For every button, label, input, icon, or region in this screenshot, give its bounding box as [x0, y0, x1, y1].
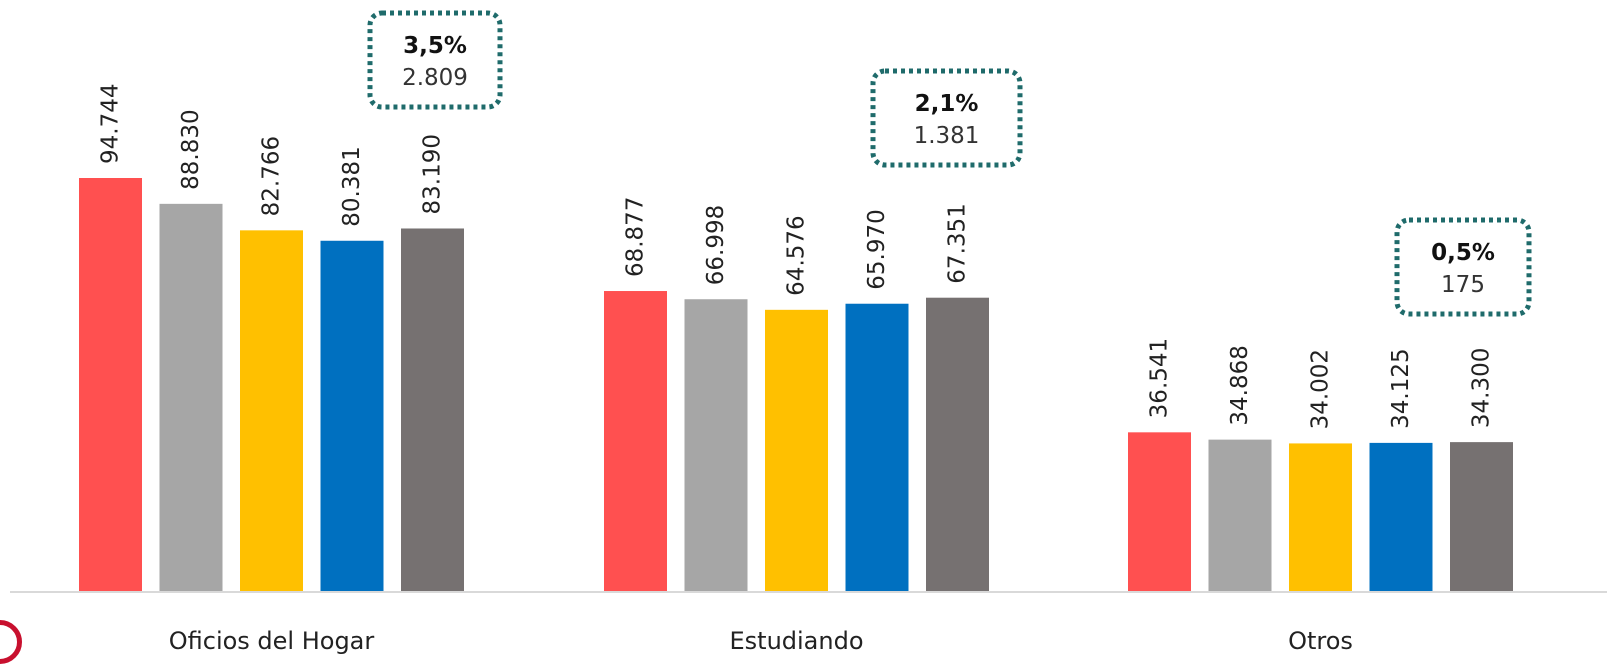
bar-1-1	[79, 178, 142, 592]
value-label-3-3: 34.002	[1308, 349, 1334, 429]
category-labels-layer: Oficios del Hogar Estudiando Otros	[169, 627, 1353, 655]
value-label-3-4: 34.125	[1388, 348, 1414, 428]
value-label-3-5: 34.300	[1469, 348, 1495, 428]
value-label-3-1: 36.541	[1147, 338, 1173, 418]
bar-3-3	[1289, 443, 1352, 592]
value-label-2-1: 68.877	[623, 197, 649, 277]
bar-3-2	[1208, 439, 1272, 592]
callout-percent-2: 2,1%	[915, 91, 979, 117]
bars-layer	[79, 178, 1513, 592]
value-label-1-4: 80.381	[339, 146, 365, 226]
category-label-3: Otros	[1288, 627, 1353, 655]
callout-box-3	[1394, 217, 1532, 317]
bar-1-5	[401, 228, 464, 592]
bar-2-1	[604, 291, 667, 592]
callout-percent-1: 3,5%	[403, 33, 467, 59]
value-label-2-4: 65.970	[864, 209, 890, 289]
value-label-2-5: 67.351	[945, 203, 971, 283]
value-label-1-2: 88.830	[178, 109, 204, 189]
callouts-layer: 3,5% 2.809 2,1% 1.381 0,5% 175	[367, 10, 1532, 317]
value-label-1-1: 94.744	[98, 84, 124, 164]
bar-1-2	[159, 203, 223, 592]
bar-3-5	[1450, 442, 1513, 592]
callout-value-1: 2.809	[402, 65, 468, 91]
category-label-1: Oficios del Hogar	[169, 627, 375, 655]
callout-percent-3: 0,5%	[1431, 240, 1495, 266]
value-label-2-2: 66.998	[703, 205, 729, 285]
callout-box-1	[367, 10, 503, 110]
bar-2-5	[926, 297, 989, 592]
callout-box-2	[870, 68, 1023, 168]
value-labels-layer: 94.744 88.830 82.766 80.381 83.190 68.877 66.9…	[98, 84, 1495, 430]
callout-value-3: 175	[1441, 272, 1485, 298]
value-label-1-3: 82.766	[259, 136, 285, 216]
bar-2-2	[684, 299, 748, 592]
category-label-2: Estudiando	[729, 627, 863, 655]
bar-3-1	[1128, 432, 1191, 592]
callout-value-2: 1.381	[914, 123, 980, 149]
value-label-2-3: 64.576	[784, 215, 810, 295]
bar-3-4	[1369, 442, 1433, 592]
bar-1-4	[320, 240, 384, 592]
value-label-1-5: 83.190	[420, 134, 446, 214]
callout-1: 3,5% 2.809	[367, 10, 503, 110]
bar-2-4	[845, 303, 909, 592]
value-label-3-2: 34.868	[1227, 345, 1253, 425]
bar-2-3	[765, 309, 828, 592]
callout-2: 2,1% 1.381	[870, 68, 1023, 168]
callout-3: 0,5% 175	[1394, 217, 1532, 317]
bar-1-3	[240, 230, 303, 592]
